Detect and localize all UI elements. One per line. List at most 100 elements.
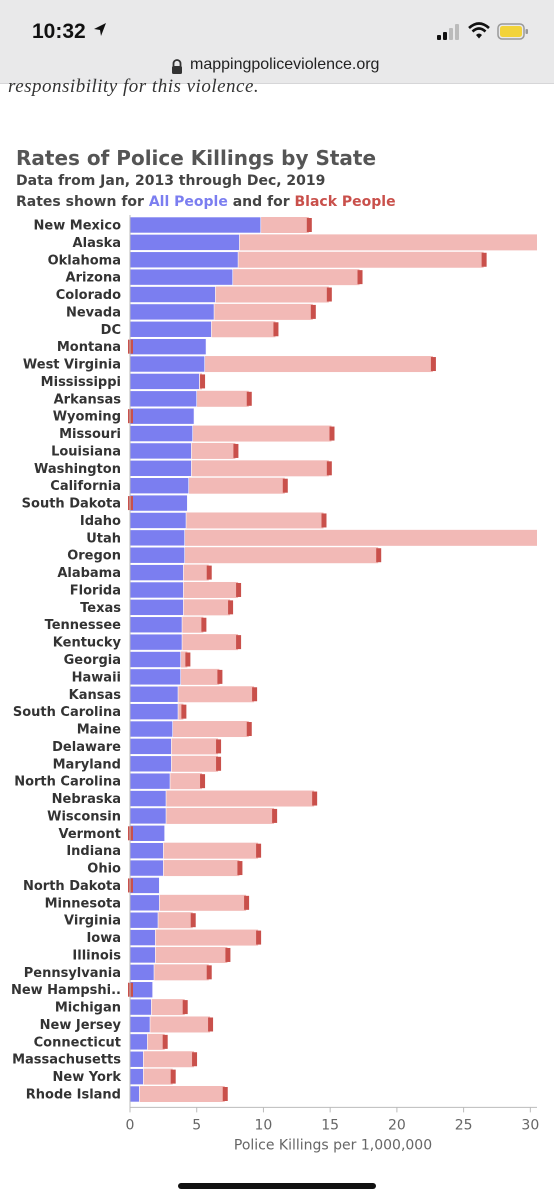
- all-rate-bar: [129, 911, 159, 929]
- black-rate-marker: [201, 617, 207, 632]
- all-rate-bar: [129, 1085, 140, 1103]
- state-label: Tennessee: [45, 618, 122, 633]
- state-label: Georgia: [64, 653, 121, 668]
- black-rate-marker: [216, 756, 222, 771]
- state-label: New Jersey: [40, 1018, 122, 1033]
- black-rate-marker: [236, 582, 242, 597]
- state-label: New Mexico: [34, 219, 122, 234]
- url-text[interactable]: mappingpoliceviolence.org: [190, 56, 380, 73]
- black-rate-marker: [225, 947, 231, 962]
- all-rate-bar: [129, 807, 167, 825]
- chart-subtitle: Data from Jan, 2013 through Dec, 2019: [16, 173, 326, 189]
- black-rate-marker: [181, 704, 187, 719]
- black-rate-marker: [256, 930, 262, 945]
- black-rate-marker: [200, 774, 206, 789]
- state-label: Wyoming: [53, 410, 121, 425]
- black-rate-marker: [321, 513, 327, 528]
- x-tick-label: 5: [192, 1117, 201, 1133]
- black-rate-bar: [130, 529, 537, 546]
- x-tick-label: 15: [321, 1117, 339, 1133]
- all-rate-bar: [129, 1068, 144, 1085]
- x-tick-label: 0: [126, 1117, 135, 1133]
- all-rate-bar: [129, 929, 156, 946]
- x-tick-label: 25: [455, 1117, 473, 1133]
- all-rate-bar: [129, 477, 190, 495]
- all-rate-bar: [129, 842, 164, 859]
- black-rate-marker: [310, 304, 316, 319]
- legend-mid: and for: [232, 194, 290, 210]
- all-rate-bar: [129, 599, 184, 616]
- all-rate-bar: [129, 268, 234, 286]
- all-rate-bar: [129, 460, 192, 477]
- black-rate-marker: [192, 1052, 198, 1067]
- black-rate-marker: [222, 1087, 228, 1101]
- all-rate-bar: [129, 407, 195, 425]
- legend-prefix: Rates shown for: [16, 194, 144, 210]
- all-rate-bar: [129, 755, 172, 773]
- state-label: Mississippi: [41, 375, 121, 390]
- state-label: Nevada: [66, 305, 121, 320]
- black-rate-marker: [170, 1069, 176, 1084]
- state-label: Oklahoma: [48, 253, 121, 268]
- state-label: Pennsylvania: [24, 966, 121, 981]
- black-rate-marker: [246, 391, 252, 406]
- location-arrow-icon: [94, 23, 106, 36]
- all-rate-bar: [129, 964, 155, 981]
- all-rate-bar: [129, 981, 153, 999]
- all-rate-bar: [129, 877, 160, 894]
- bar-chart: New Mexico Alaska Oklahoma Arizona Colorado N…: [11, 215, 539, 1153]
- state-label: DC: [101, 323, 121, 338]
- black-rate-bar: [130, 1051, 195, 1068]
- status-time: 10:32: [32, 20, 86, 43]
- all-rate-bar: [129, 564, 184, 581]
- battery-icon: [497, 23, 528, 40]
- status-bar: 10:32: [0, 0, 554, 52]
- state-label: Maryland: [53, 757, 121, 772]
- all-rate-bar: [129, 303, 215, 321]
- black-rate-marker: [228, 600, 234, 615]
- all-rate-bar: [129, 338, 207, 355]
- black-rate-bar: [130, 547, 379, 564]
- intro-text: responsibility for this violence.: [8, 76, 260, 97]
- all-rate-bar: [129, 251, 239, 269]
- state-label: Virginia: [64, 914, 121, 929]
- x-axis-label: Police Killings per 1,000,000: [234, 1137, 432, 1153]
- black-rate-bar: [130, 790, 315, 807]
- wifi-icon: [468, 22, 490, 39]
- all-rate-bar: [129, 894, 160, 912]
- state-label: Iowa: [86, 931, 121, 946]
- all-rate-bar: [129, 512, 187, 529]
- state-label: New York: [53, 1070, 122, 1085]
- legend-black-people: Black People: [294, 194, 396, 210]
- x-tick-label: 10: [255, 1117, 273, 1133]
- state-label: North Carolina: [14, 775, 121, 790]
- all-rate-bar: [129, 772, 171, 790]
- all-rate-bar: [129, 581, 184, 599]
- black-rate-marker: [208, 1017, 214, 1032]
- home-indicator[interactable]: [178, 1183, 376, 1189]
- state-label: South Dakota: [22, 497, 121, 512]
- black-rate-marker: [252, 687, 258, 702]
- black-rate-marker: [216, 739, 222, 754]
- chart-title: Rates of Police Killings by State: [16, 146, 377, 170]
- state-label: South Carolina: [13, 705, 121, 720]
- black-rate-marker: [206, 965, 212, 980]
- all-rate-bar: [129, 651, 182, 668]
- state-label: Kentucky: [53, 636, 122, 651]
- all-rate-bar: [129, 703, 179, 720]
- black-rate-marker: [329, 426, 335, 441]
- state-label: West Virginia: [23, 358, 121, 373]
- state-label: Rhode Island: [26, 1088, 121, 1103]
- url-bar[interactable]: mappingpoliceviolence.org: [0, 52, 554, 84]
- state-label: Alaska: [73, 236, 121, 251]
- state-label: Missouri: [59, 427, 121, 442]
- state-label: Hawaii: [72, 670, 121, 685]
- state-label: Minnesota: [45, 896, 121, 911]
- black-rate-marker: [272, 808, 278, 823]
- black-rate-marker: [430, 357, 436, 372]
- lock-icon: [172, 59, 182, 74]
- black-rate-marker: [246, 722, 252, 737]
- state-label: Texas: [80, 601, 121, 616]
- state-label: Arizona: [66, 271, 121, 286]
- all-rate-bar: [129, 1033, 148, 1051]
